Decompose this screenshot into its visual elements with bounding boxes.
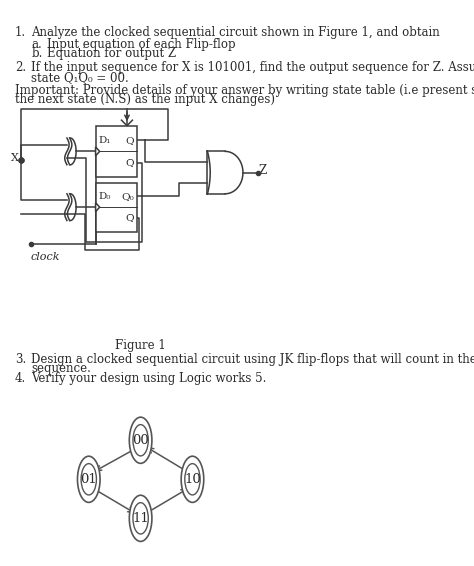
Text: Figure 1: Figure 1 [115,339,166,351]
Text: Z: Z [259,164,267,177]
Text: 00: 00 [132,434,149,447]
Text: D₀: D₀ [98,192,111,201]
Circle shape [185,464,200,495]
Text: the next state (N.S) as the input X changes): the next state (N.S) as the input X chan… [15,93,275,106]
Text: 3.: 3. [15,353,27,366]
Text: Q₀: Q₀ [121,192,134,201]
Circle shape [133,424,148,456]
Text: Input equation of each Flip-flop: Input equation of each Flip-flop [47,37,236,50]
Polygon shape [96,203,100,212]
Text: state Q₁Q₀ = 00.: state Q₁Q₀ = 00. [31,71,129,84]
Text: Design a clocked sequential circuit using JK flip-flops that will count in the f: Design a clocked sequential circuit usin… [31,353,474,366]
Bar [96,126,137,177]
Text: 1.: 1. [15,27,26,40]
Text: If the input sequence for X is 101001, find the output sequence for Z. Assume th: If the input sequence for X is 101001, f… [31,61,474,74]
Text: Important: Provide details of your answer by writing state table (i.e present st: Important: Provide details of your answe… [15,84,474,97]
Text: sequence.: sequence. [31,362,91,375]
Text: 11: 11 [132,512,149,525]
Circle shape [77,456,100,503]
Circle shape [129,495,152,542]
Bar [96,183,137,231]
Text: Q̄: Q̄ [125,158,134,167]
Text: 01: 01 [81,473,97,486]
Circle shape [181,456,204,503]
Text: a.: a. [31,37,42,50]
Text: 4.: 4. [15,372,27,385]
Text: 10: 10 [184,473,201,486]
Text: Q: Q [125,136,134,144]
Text: X: X [10,153,18,163]
Text: Analyze the clocked sequential circuit shown in Figure 1, and obtain: Analyze the clocked sequential circuit s… [31,27,440,40]
Circle shape [133,503,148,534]
Circle shape [81,464,96,495]
Polygon shape [96,147,100,156]
Text: D₁: D₁ [98,136,111,144]
Text: Q̄: Q̄ [125,213,134,222]
Text: Equation for output Z: Equation for output Z [47,47,176,60]
Circle shape [129,417,152,464]
Text: clock: clock [30,252,60,261]
Text: 2.: 2. [15,61,26,74]
Text: b.: b. [31,47,43,60]
Text: Verify your design using Logic works 5.: Verify your design using Logic works 5. [31,372,266,385]
